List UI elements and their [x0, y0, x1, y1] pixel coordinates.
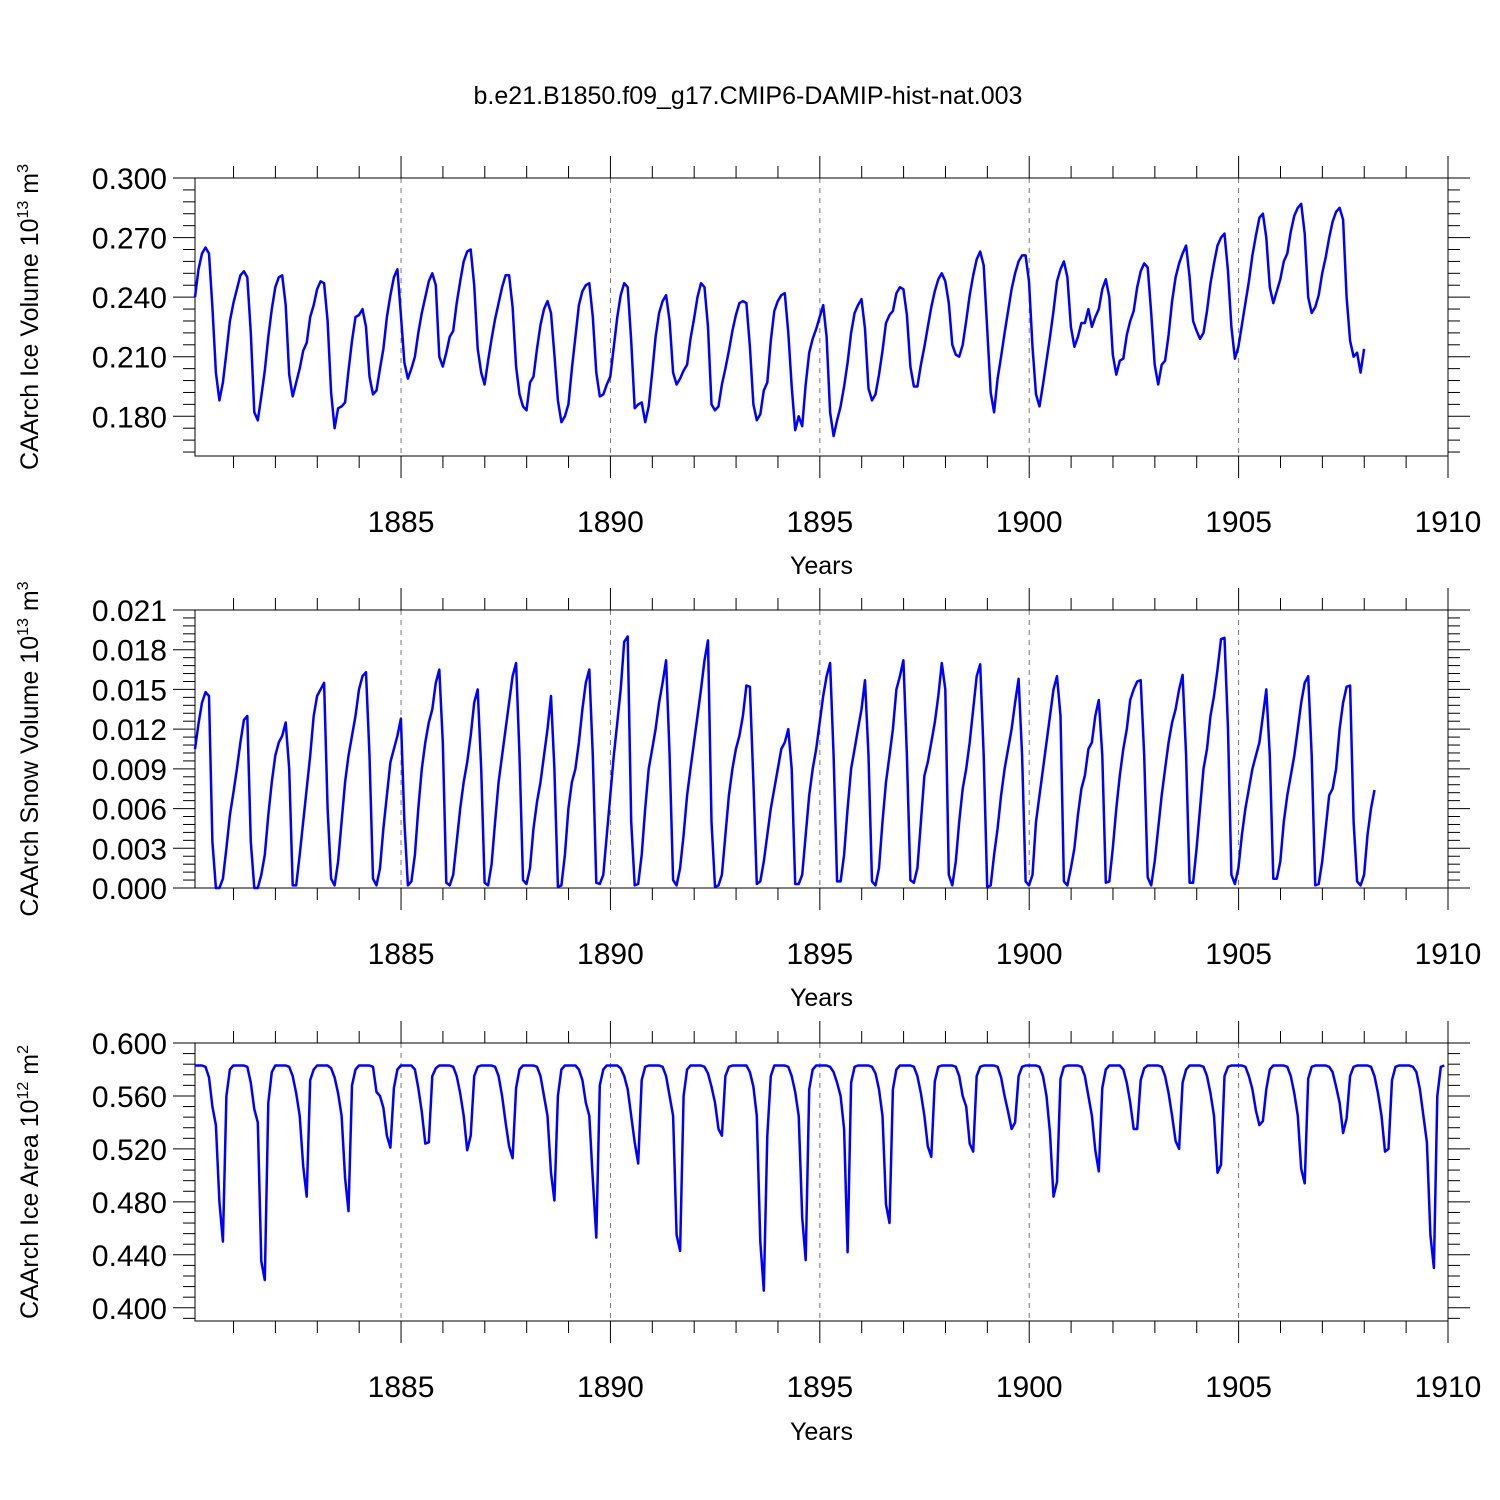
y-axis-label: CAArch Snow Volume 1013 m3: [15, 581, 44, 916]
y-tick-label: 0.600: [92, 1028, 167, 1061]
y-tick-label: 0.021: [92, 595, 167, 628]
y-tick-label: 0.003: [92, 833, 167, 866]
figure-title: b.e21.B1850.f09_g17.CMIP6-DAMIP-hist-nat…: [474, 82, 1023, 110]
x-tick-label: 1910: [1415, 506, 1482, 539]
x-tick-label: 1885: [368, 1371, 435, 1404]
series-line: [193, 202, 1366, 438]
y-tick-label: 0.480: [92, 1187, 167, 1220]
y-tick-label: 0.210: [92, 342, 167, 375]
x-tick-label: 1890: [577, 1371, 644, 1404]
y-tick-label: 0.000: [92, 873, 167, 906]
y-axis-label: CAArch Ice Volume 1013 m3: [15, 164, 44, 470]
x-axis-label: Years: [790, 552, 853, 580]
y-tick-label: 0.015: [92, 674, 167, 707]
x-tick-label: 1895: [786, 938, 853, 971]
x-tick-label: 1905: [1205, 506, 1272, 539]
y-tick-label: 0.440: [92, 1240, 167, 1273]
y-tick-label: 0.400: [92, 1293, 167, 1326]
chart-panel-2: 0.000 0.003 0.006 0.009 0.012 0.015 0.018 0.021…: [15, 581, 1481, 1012]
x-tick-label: 1885: [368, 938, 435, 971]
x-tick-label: 1910: [1415, 938, 1482, 971]
y-tick-label: 0.520: [92, 1134, 167, 1167]
y-tick-label: 0.560: [92, 1081, 167, 1114]
y-tick-label: 0.012: [92, 714, 167, 747]
x-tick-label: 1905: [1205, 938, 1272, 971]
y-tick-label: 0.240: [92, 282, 167, 315]
y-tick-label: 0.006: [92, 794, 167, 827]
x-tick-label: 1900: [996, 506, 1063, 539]
plot-frame: [194, 1042, 1449, 1322]
y-axis-label: CAArch Ice Area 1012 m2: [15, 1045, 44, 1319]
x-axis-label: Years: [790, 984, 853, 1012]
series-line: [195, 1064, 1445, 1292]
plot-frame: [194, 177, 1449, 457]
x-tick-label: 1895: [786, 1371, 853, 1404]
y-tick-label: 0.270: [92, 223, 167, 256]
x-tick-label: 1900: [996, 1371, 1063, 1404]
y-tick-label: 0.009: [92, 754, 167, 787]
x-tick-label: 1890: [577, 506, 644, 539]
chart-panel-3: 0.400 0.440 0.480 0.520 0.560 0.600 1885 1890 18…: [15, 1021, 1481, 1446]
x-tick-label: 1910: [1415, 1371, 1482, 1404]
x-tick-label: 1885: [368, 506, 435, 539]
x-axis-label: Years: [790, 1418, 853, 1446]
x-tick-label: 1900: [996, 938, 1063, 971]
x-tick-label: 1905: [1205, 1371, 1272, 1404]
x-tick-label: 1890: [577, 938, 644, 971]
y-tick-label: 0.300: [92, 163, 167, 196]
y-tick-label: 0.180: [92, 401, 167, 434]
x-tick-label: 1895: [786, 506, 853, 539]
y-tick-label: 0.018: [92, 635, 167, 668]
chart-panel-1: 0.180 0.210 0.240 0.270 0.300 1885 1890 1895 190…: [15, 156, 1481, 580]
panels-group: 0.180 0.210 0.240 0.270 0.300 1885 1890 1895 190…: [15, 156, 1481, 1446]
series-line: [193, 635, 1376, 890]
